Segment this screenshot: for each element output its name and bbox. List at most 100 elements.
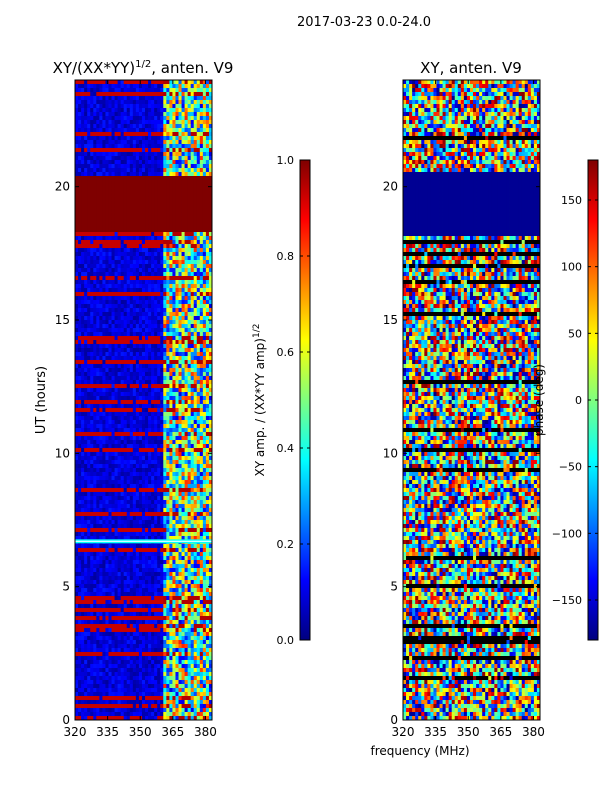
heatmap-cell: [172, 120, 176, 125]
heatmap-cell: [105, 300, 109, 305]
heatmap-cell: [202, 116, 207, 121]
heatmap-cell: [102, 432, 106, 437]
heatmap-cell: [154, 196, 158, 201]
heatmap-cell: [199, 396, 204, 401]
heatmap-cell: [181, 492, 185, 497]
heatmap-cell: [205, 280, 210, 285]
heatmap-cell: [138, 464, 143, 469]
heatmap-cell: [193, 412, 198, 417]
heatmap-cell: [166, 172, 170, 177]
heatmap-cell: [78, 136, 82, 141]
heatmap-cell: [202, 392, 207, 397]
heatmap-cell: [157, 136, 161, 141]
heatmap-cell: [90, 472, 94, 477]
heatmap-cell: [166, 228, 170, 233]
heatmap-cell: [117, 520, 122, 525]
heatmap-cell: [108, 80, 112, 85]
heatmap-cell: [187, 328, 192, 333]
heatmap-cell: [96, 272, 100, 277]
heatmap-cell: [175, 144, 179, 149]
heatmap-cell: [78, 492, 82, 497]
heatmap-cell: [102, 412, 106, 417]
heatmap-cell: [93, 296, 97, 301]
heatmap-cell: [175, 172, 179, 177]
heatmap-cell: [157, 336, 161, 341]
heatmap-cell: [193, 248, 198, 253]
heatmap-cell: [90, 80, 94, 85]
heatmap-cell: [78, 308, 82, 313]
heatmap-cell: [196, 424, 201, 429]
heatmap-cell: [120, 204, 125, 209]
heatmap-cell: [205, 504, 210, 509]
heatmap-cell: [117, 116, 122, 121]
heatmap-cell: [84, 88, 88, 93]
heatmap-cell: [141, 336, 146, 341]
heatmap-cell: [105, 428, 109, 433]
heatmap-cell: [132, 128, 137, 133]
heatmap-cell: [132, 188, 137, 193]
heatmap-cell: [172, 376, 176, 381]
heatmap-cell: [148, 88, 152, 93]
heatmap-cell: [111, 460, 115, 465]
heatmap-cell: [154, 404, 158, 409]
heatmap-cell: [154, 172, 158, 177]
heatmap-cell: [87, 200, 91, 205]
heatmap-cell: [99, 504, 103, 509]
heatmap-cell: [129, 288, 134, 293]
heatmap-cell: [166, 196, 170, 201]
heatmap-cell: [111, 384, 115, 389]
heatmap-cell: [90, 468, 94, 473]
heatmap-cell: [169, 460, 173, 465]
heatmap-cell: [151, 396, 155, 401]
heatmap-cell: [132, 176, 137, 181]
heatmap-cell: [117, 220, 122, 225]
heatmap-cell: [84, 204, 88, 209]
heatmap-cell: [75, 196, 79, 201]
heatmap-cell: [126, 332, 131, 337]
heatmap-cell: [78, 132, 82, 137]
heatmap-cell: [175, 136, 179, 141]
heatmap-cell: [169, 264, 173, 269]
heatmap-cell: [163, 240, 167, 245]
heatmap-cell: [102, 236, 106, 241]
heatmap-cell: [75, 436, 79, 441]
heatmap-cell: [78, 228, 82, 233]
heatmap-cell: [105, 380, 109, 385]
heatmap-cell: [193, 188, 198, 193]
heatmap-cell: [99, 388, 103, 393]
heatmap-cell: [96, 168, 100, 173]
heatmap-cell: [78, 180, 82, 185]
heatmap-cell: [108, 84, 112, 89]
heatmap-cell: [169, 304, 173, 309]
heatmap-cell: [126, 88, 131, 93]
heatmap-cell: [181, 212, 185, 217]
heatmap-cell: [187, 496, 192, 501]
heatmap-cell: [178, 272, 182, 277]
heatmap-cell: [199, 284, 204, 289]
heatmap-cell: [187, 464, 192, 469]
heatmap-cell: [84, 300, 88, 305]
heatmap-cell: [178, 92, 182, 97]
heatmap-cell: [90, 128, 94, 133]
heatmap-cell: [93, 316, 97, 321]
heatmap-cell: [208, 416, 212, 421]
heatmap-cell: [205, 80, 210, 85]
heatmap-cell: [172, 300, 176, 305]
heatmap-cell: [187, 196, 192, 201]
heatmap-cell: [99, 376, 103, 381]
heatmap-cell: [87, 480, 91, 485]
heatmap-cell: [123, 300, 128, 305]
heatmap-cell: [178, 244, 182, 249]
heatmap-cell: [163, 428, 167, 433]
heatmap-cell: [75, 348, 79, 353]
heatmap-cell: [120, 508, 125, 513]
heatmap-cell: [196, 252, 201, 257]
heatmap-cell: [172, 456, 176, 461]
heatmap-cell: [84, 404, 88, 409]
heatmap-cell: [78, 416, 82, 421]
heatmap-cell: [190, 356, 195, 361]
heatmap-cell: [196, 116, 201, 121]
heatmap-cell: [105, 200, 109, 205]
heatmap-cell: [117, 384, 122, 389]
heatmap-cell: [78, 204, 82, 209]
